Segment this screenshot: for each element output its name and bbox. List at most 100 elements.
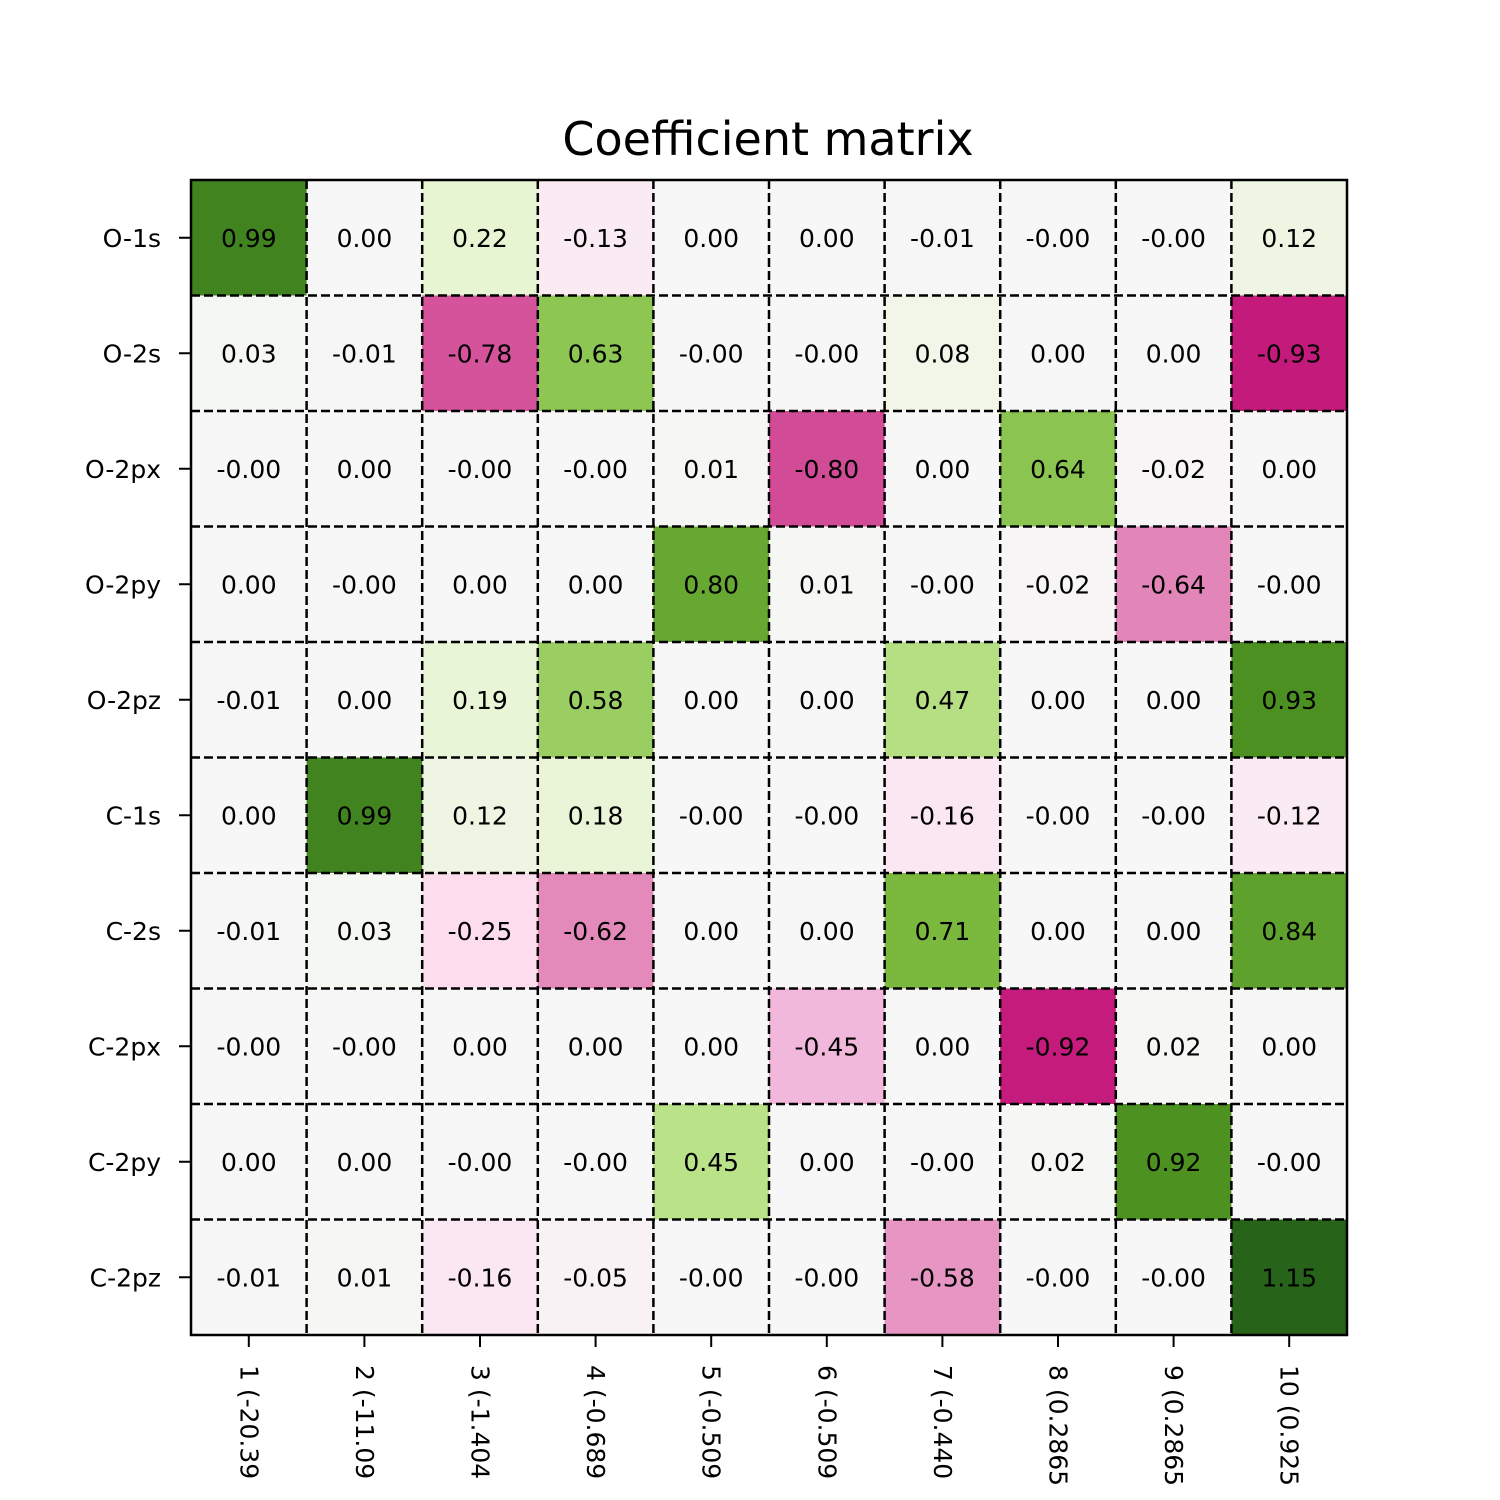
cell-value-label: -0.00 [1141,801,1206,830]
cell-value-label: -0.45 [794,1032,859,1061]
heatmap-cell [1115,1104,1232,1220]
heatmap-cell [653,526,770,643]
cell-value-label: 0.02 [1030,1148,1086,1177]
heatmap-cell [653,1104,770,1220]
heatmap-cell [1115,1219,1232,1336]
heatmap-cell [1000,873,1117,989]
heatmap-cell [1115,988,1232,1105]
heatmap-cell [537,642,654,758]
heatmap-cells [191,180,1348,1336]
cell-value-label: 0.80 [683,570,739,599]
cell-value-label: 0.00 [337,455,393,484]
heatmap-cell [1000,642,1117,758]
heatmap-cell [422,526,539,643]
y-tick-label: C-1s [106,801,161,830]
cell-value-label: 0.00 [221,570,277,599]
x-tick-label: 6 (-0.509 [812,1365,841,1479]
cell-value-label: 0.00 [452,1032,508,1061]
cell-value-label: 0.19 [452,686,508,715]
cell-value-label: -0.64 [1141,570,1206,599]
cell-value-label: 0.02 [1146,1032,1202,1061]
cell-value-label: -0.00 [910,570,975,599]
heatmap-cell [1000,526,1117,643]
heatmap-cell [769,526,886,643]
heatmap-cell-labels: 0.99 0.00 0.22 -0.13 0.00 0.00 -0.01 -0.00 -0.00… [216,224,1321,1293]
cell-value-label: 0.58 [568,686,624,715]
heatmap-cell [537,526,654,643]
x-tick-label: 9 (0.2865 [1159,1365,1188,1486]
y-tick-label: O-2pz [87,686,161,715]
heatmap-cell [306,1104,423,1220]
heatmap-cell [191,642,308,758]
cell-value-label: -0.16 [910,801,975,830]
heatmap-cell [1000,411,1117,527]
heatmap-cell [422,180,539,296]
heatmap-cell [191,180,308,296]
cell-value-label: -0.00 [216,1032,281,1061]
heatmap-cell [1231,757,1348,874]
heatmap-cell [422,411,539,527]
cell-value-label: -0.16 [448,1263,513,1292]
cell-value-label: -0.02 [1141,455,1206,484]
heatmap-cell [1000,1219,1117,1336]
y-tick-label: O-1s [103,224,161,253]
heatmap-cell [1115,180,1232,296]
cell-value-label: -0.12 [1257,801,1322,830]
cell-value-label: 0.00 [799,686,855,715]
cell-value-label: 0.00 [799,917,855,946]
heatmap-cell [769,988,886,1105]
cell-value-label: 0.00 [1146,917,1202,946]
heatmap-cell [653,873,770,989]
heatmap-cell [1231,1219,1348,1336]
heatmap-cell [306,988,423,1105]
x-tick-label: 7 (-0.440 [928,1365,957,1479]
heatmap-cell [653,757,770,874]
cell-value-label: -0.58 [910,1263,975,1292]
heatmap-cell [1231,411,1348,527]
heatmap-cell [653,180,770,296]
cell-value-label: 0.00 [1146,686,1202,715]
cell-value-label: -0.00 [1141,224,1206,253]
cell-value-label: 0.00 [683,917,739,946]
cell-value-label: -0.00 [794,339,859,368]
cell-value-label: 0.47 [915,686,971,715]
heatmap-cell [769,757,886,874]
heatmap-cell [1000,757,1117,874]
cell-value-label: -0.25 [448,917,513,946]
cell-value-label: 0.12 [1261,224,1317,253]
heatmap-cell [769,295,886,412]
heatmap-cell [191,988,308,1105]
heatmap-cell [884,1219,1001,1336]
heatmap-cell [191,295,308,412]
heatmap-cell [537,411,654,527]
cell-value-label: 0.71 [915,917,971,946]
heatmap-cell [884,642,1001,758]
cell-value-label: 0.64 [1030,455,1086,484]
heatmap-cell [884,411,1001,527]
cell-value-label: -0.92 [1026,1032,1091,1061]
cell-value-label: 0.01 [337,1263,393,1292]
heatmap-cell [1231,642,1348,758]
cell-value-label: -0.01 [216,917,281,946]
cell-value-label: 0.00 [799,1148,855,1177]
cell-value-label: 0.00 [1146,339,1202,368]
heatmap-cell [884,757,1001,874]
heatmap-cell [422,988,539,1105]
x-axis-ticks: 1 (-20.39 2 (-11.09 3 (-1.404 4 (-0.689 5 (-… [234,1335,1304,1486]
cell-value-label: 0.00 [683,686,739,715]
cell-value-label: -0.00 [794,1263,859,1292]
heatmap-cell [422,295,539,412]
cell-value-label: 0.18 [568,801,624,830]
heatmap-cell [653,642,770,758]
cell-value-label: -0.00 [332,570,397,599]
heatmap-cell [653,411,770,527]
heatmap-cell [884,295,1001,412]
heatmap-cell [769,180,886,296]
heatmap-cell [422,757,539,874]
heatmap-cell [306,1219,423,1336]
cell-value-label: -0.00 [1026,1263,1091,1292]
heatmap-cell [422,1104,539,1220]
heatmap-cell [1000,180,1117,296]
heatmap-cell [422,873,539,989]
